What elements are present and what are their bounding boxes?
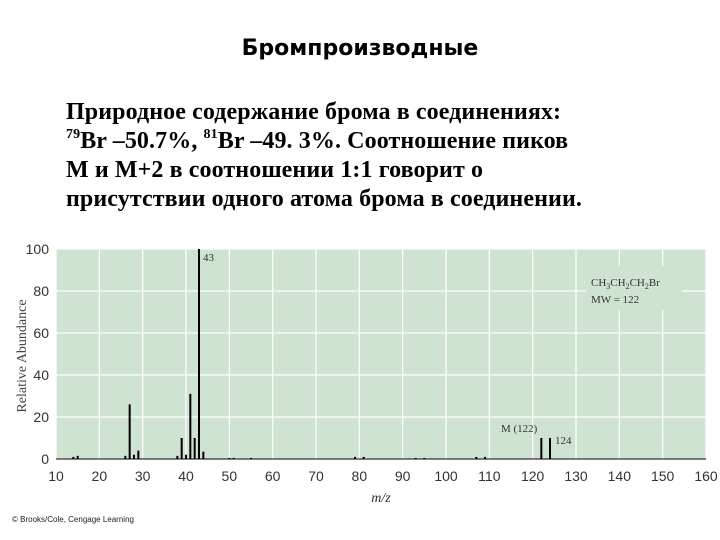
y-axis-label: Relative Abundance — [15, 299, 30, 412]
y-tick-label: 80 — [33, 283, 49, 299]
body-text: Природное содержание брома в соединениях… — [66, 98, 706, 214]
slide-title: Бромпроизводные — [241, 36, 479, 61]
x-tick-label: 120 — [521, 468, 545, 484]
x-tick-label: 130 — [564, 468, 588, 484]
y-tick-label: 60 — [33, 325, 49, 341]
x-tick-label: 40 — [178, 468, 194, 484]
isotope-81-mass: 81 — [203, 127, 218, 142]
grid-lines — [55, 248, 707, 460]
x-tick-label: 30 — [135, 468, 151, 484]
isotope-81-text: Br –49. 3%. Соотношение пиков — [217, 128, 569, 154]
molecular-weight: MW = 122 — [591, 294, 639, 306]
x-axis-label: m/z — [371, 491, 391, 506]
annotation-box — [586, 266, 682, 310]
x-tick-label: 70 — [308, 468, 324, 484]
x-tick-label: 140 — [608, 468, 632, 484]
x-tick-label: 100 — [434, 468, 458, 484]
peak-labels: 43 M (122) 124 — [203, 252, 572, 447]
body-line-2: 79Br –50.7%, 81Br –49. 3%. Соотношение п… — [66, 127, 706, 156]
isotope-79-text: Br –50.7%, — [80, 128, 204, 154]
y-tick-label: 100 — [26, 241, 50, 257]
x-tick-label: 60 — [265, 468, 281, 484]
x-tick-labels: 10 20 30 40 50 60 70 80 90 100 110 120 130 140 150 160 — [48, 468, 718, 484]
x-tick-label: 50 — [222, 468, 238, 484]
y-tick-label: 40 — [33, 367, 49, 383]
x-tick-label: 110 — [478, 468, 501, 484]
x-tick-label: 150 — [651, 468, 675, 484]
isotope-79-mass: 79 — [66, 127, 81, 142]
copyright-credit: © Brooks/Cole, Cengage Learning — [12, 515, 134, 524]
compound-annotation: CH3CH2CH2Br MW = 122 — [586, 266, 682, 310]
y-tick-label: 0 — [41, 451, 49, 467]
compound-formula: CH3CH2CH2Br — [591, 277, 660, 291]
mass-spectrum-chart: 0 20 40 60 80 100 10 20 30 40 50 60 70 80 90 100 110 120… — [15, 241, 718, 506]
peak-label: M (122) — [501, 423, 538, 435]
y-tick-label: 20 — [33, 409, 49, 425]
x-tick-label: 10 — [48, 468, 64, 484]
body-line-1: Природное содержание брома в соединениях… — [66, 99, 562, 125]
body-line-4: присутствии одного атома брома в соедине… — [66, 186, 582, 212]
peak-bars — [72, 249, 551, 459]
x-tick-label: 20 — [92, 468, 108, 484]
y-tick-labels: 0 20 40 60 80 100 — [26, 241, 50, 467]
peak-label: 43 — [203, 252, 215, 264]
x-tick-label: 160 — [694, 468, 718, 484]
x-tick-label: 90 — [395, 468, 411, 484]
x-tick-label: 80 — [352, 468, 368, 484]
body-line-3: М и М+2 в соотношении 1:1 говорит о — [66, 157, 484, 183]
peak-label: 124 — [555, 435, 572, 447]
